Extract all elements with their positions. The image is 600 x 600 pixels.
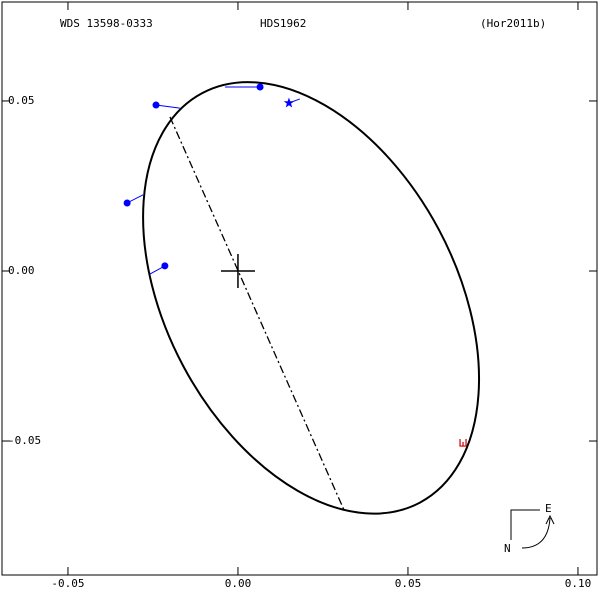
header-ref: (Hor2011b) — [480, 17, 546, 30]
observation-point — [256, 83, 264, 91]
epoch-mark — [459, 439, 467, 447]
compass-arrow — [521, 517, 551, 549]
compass-axes — [510, 509, 540, 540]
compass-east: E — [545, 502, 552, 515]
compass-arrowhead — [545, 514, 555, 525]
orbit-ellipse — [142, 81, 481, 515]
x-tick-label: 0.10 — [565, 577, 592, 590]
y-tick-label: 0.05 — [8, 94, 35, 107]
observation-star — [283, 97, 295, 108]
y-tick-label: -0.05 — [8, 434, 41, 447]
header-name: HDS1962 — [260, 17, 306, 30]
observation-point — [152, 101, 160, 109]
plot-frame — [1, 1, 598, 576]
x-tick-label: -0.05 — [51, 577, 84, 590]
y-tick-label: 0.00 — [8, 264, 35, 277]
compass-north: N — [504, 542, 511, 555]
origin-cross — [220, 253, 255, 288]
header-id: WDS 13598-0333 — [60, 17, 153, 30]
observation-point — [161, 262, 169, 270]
compass: E N — [504, 502, 555, 555]
x-tick-label: 0.00 — [225, 577, 252, 590]
x-tick-label: 0.05 — [395, 577, 422, 590]
line-of-nodes — [169, 116, 345, 511]
residual-line — [155, 104, 180, 109]
observation-point — [123, 199, 131, 207]
